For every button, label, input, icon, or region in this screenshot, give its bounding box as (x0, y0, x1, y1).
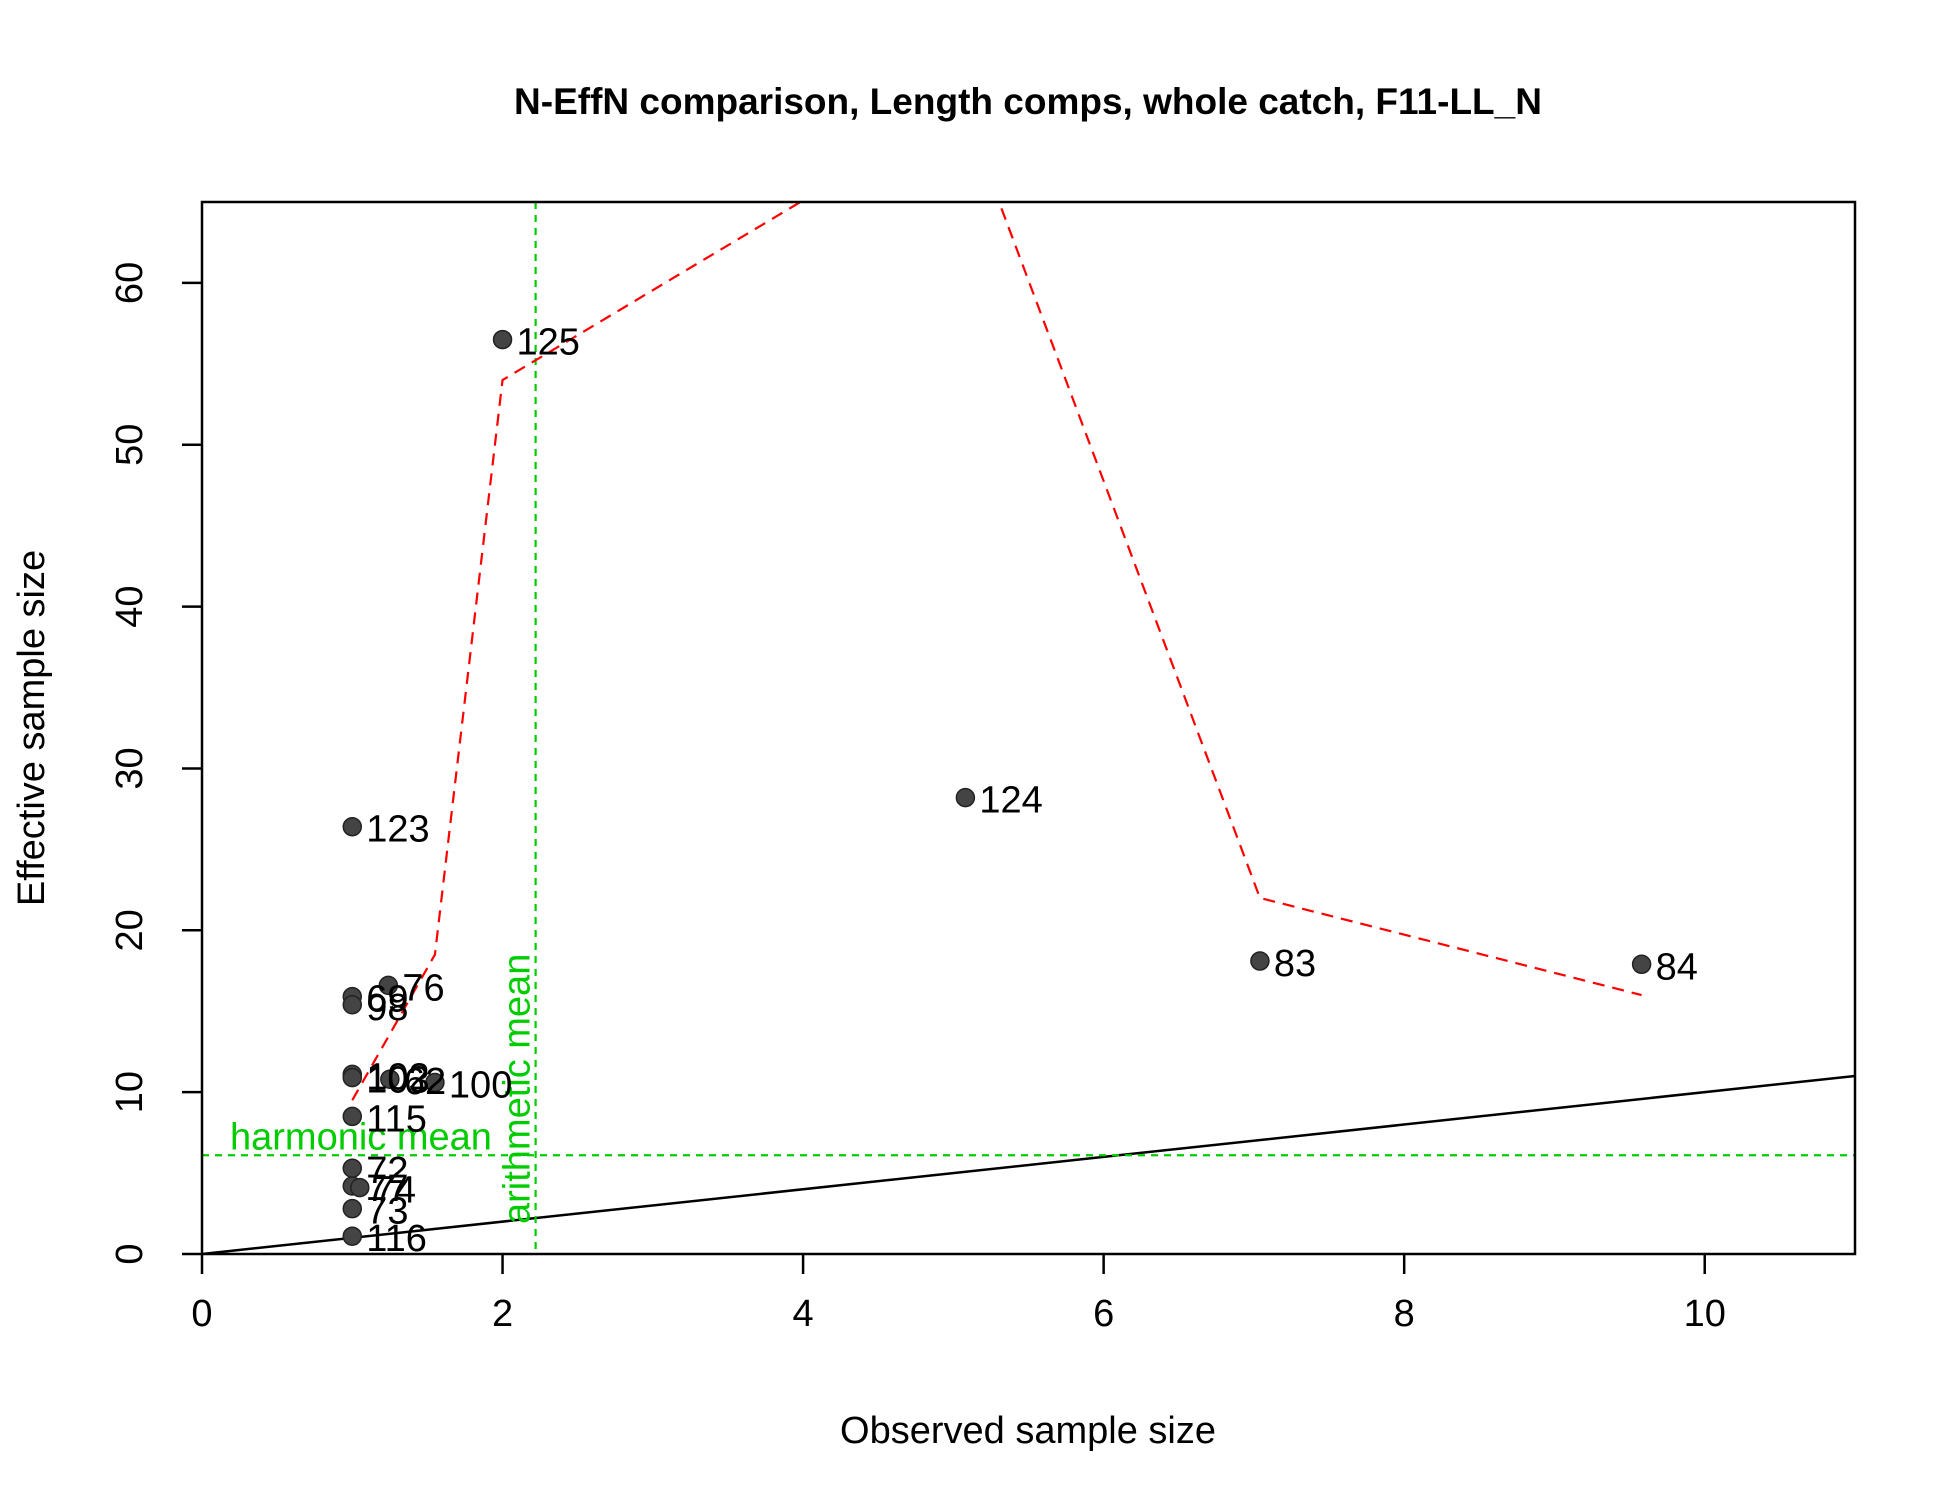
y-tick-label: 40 (109, 585, 151, 627)
point-label: 98 (366, 987, 408, 1029)
data-point (342, 1158, 363, 1178)
y-tick-label: 0 (109, 1243, 151, 1264)
y-axis: 0 10 20 30 40 50 60 (109, 262, 202, 1265)
x-tick-label: 10 (1684, 1293, 1726, 1335)
arithmetic-mean-label: arithmetic mean (497, 954, 539, 1224)
point-label: 77 (366, 1168, 408, 1210)
x-tick-label: 4 (793, 1293, 814, 1335)
point-label: 124 (979, 780, 1042, 822)
x-tick-label: 2 (492, 1293, 513, 1335)
data-point (342, 1106, 363, 1127)
point-label: 84 (1656, 946, 1698, 988)
point-label: 74 (374, 1170, 416, 1212)
point-label: 72 (366, 1150, 408, 1192)
point-label: 103 (366, 1060, 429, 1102)
y-tick-label: 20 (109, 909, 151, 951)
y-tick-label: 30 (109, 747, 151, 789)
y-tick-label: 50 (109, 424, 151, 466)
point-labels: harmonic mean arithmetic mean 125 124 123 83 8… (230, 322, 1698, 1261)
harmonic-mean-label: harmonic mean (230, 1116, 492, 1158)
point-label: 76 (402, 967, 444, 1009)
data-point (342, 1067, 363, 1088)
point-label: 125 (517, 322, 580, 364)
data-point (342, 1226, 363, 1246)
point-label: 102 (366, 1056, 429, 1098)
point-label: 69 (366, 979, 408, 1021)
data-point (955, 787, 976, 808)
data-point (492, 329, 513, 350)
one-to-one-line (202, 1074, 1855, 1254)
x-tick-label: 6 (1093, 1293, 1114, 1335)
point-label: 100 (449, 1064, 512, 1106)
point-label: 123 (366, 809, 429, 851)
data-point (350, 1177, 370, 1198)
chart-title: N-EffN comparison, Length comps, whole c… (514, 81, 1542, 122)
point-label: 115 (366, 1098, 427, 1140)
point-label: 83 (1274, 943, 1316, 985)
data-points (342, 329, 1652, 1246)
data-point (342, 995, 363, 1015)
data-point (1250, 951, 1270, 971)
data-point (425, 1072, 445, 1093)
data-point (1631, 954, 1652, 975)
data-point (380, 1069, 400, 1089)
y-tick-label: 60 (109, 262, 151, 304)
x-axis: 0 2 4 6 8 10 (191, 1254, 1726, 1335)
data-point (378, 975, 399, 996)
plot-frame (200, 200, 1857, 1256)
data-point (342, 1198, 363, 1219)
x-tick-label: 8 (1394, 1293, 1415, 1335)
x-axis-label: Observed sample size (840, 1410, 1216, 1452)
y-axis-label: Effective sample size (11, 550, 53, 906)
smoother-line (351, 202, 1642, 1101)
point-label: 73 (366, 1191, 408, 1233)
y-tick-label: 10 (109, 1071, 151, 1113)
point-label: 62 (404, 1061, 446, 1103)
plot-area: harmonic mean arithmetic mean 125 124 123 83 8… (200, 200, 1857, 1261)
reference-lines (202, 202, 1855, 1254)
data-point (342, 816, 363, 837)
x-tick-label: 0 (191, 1293, 212, 1335)
